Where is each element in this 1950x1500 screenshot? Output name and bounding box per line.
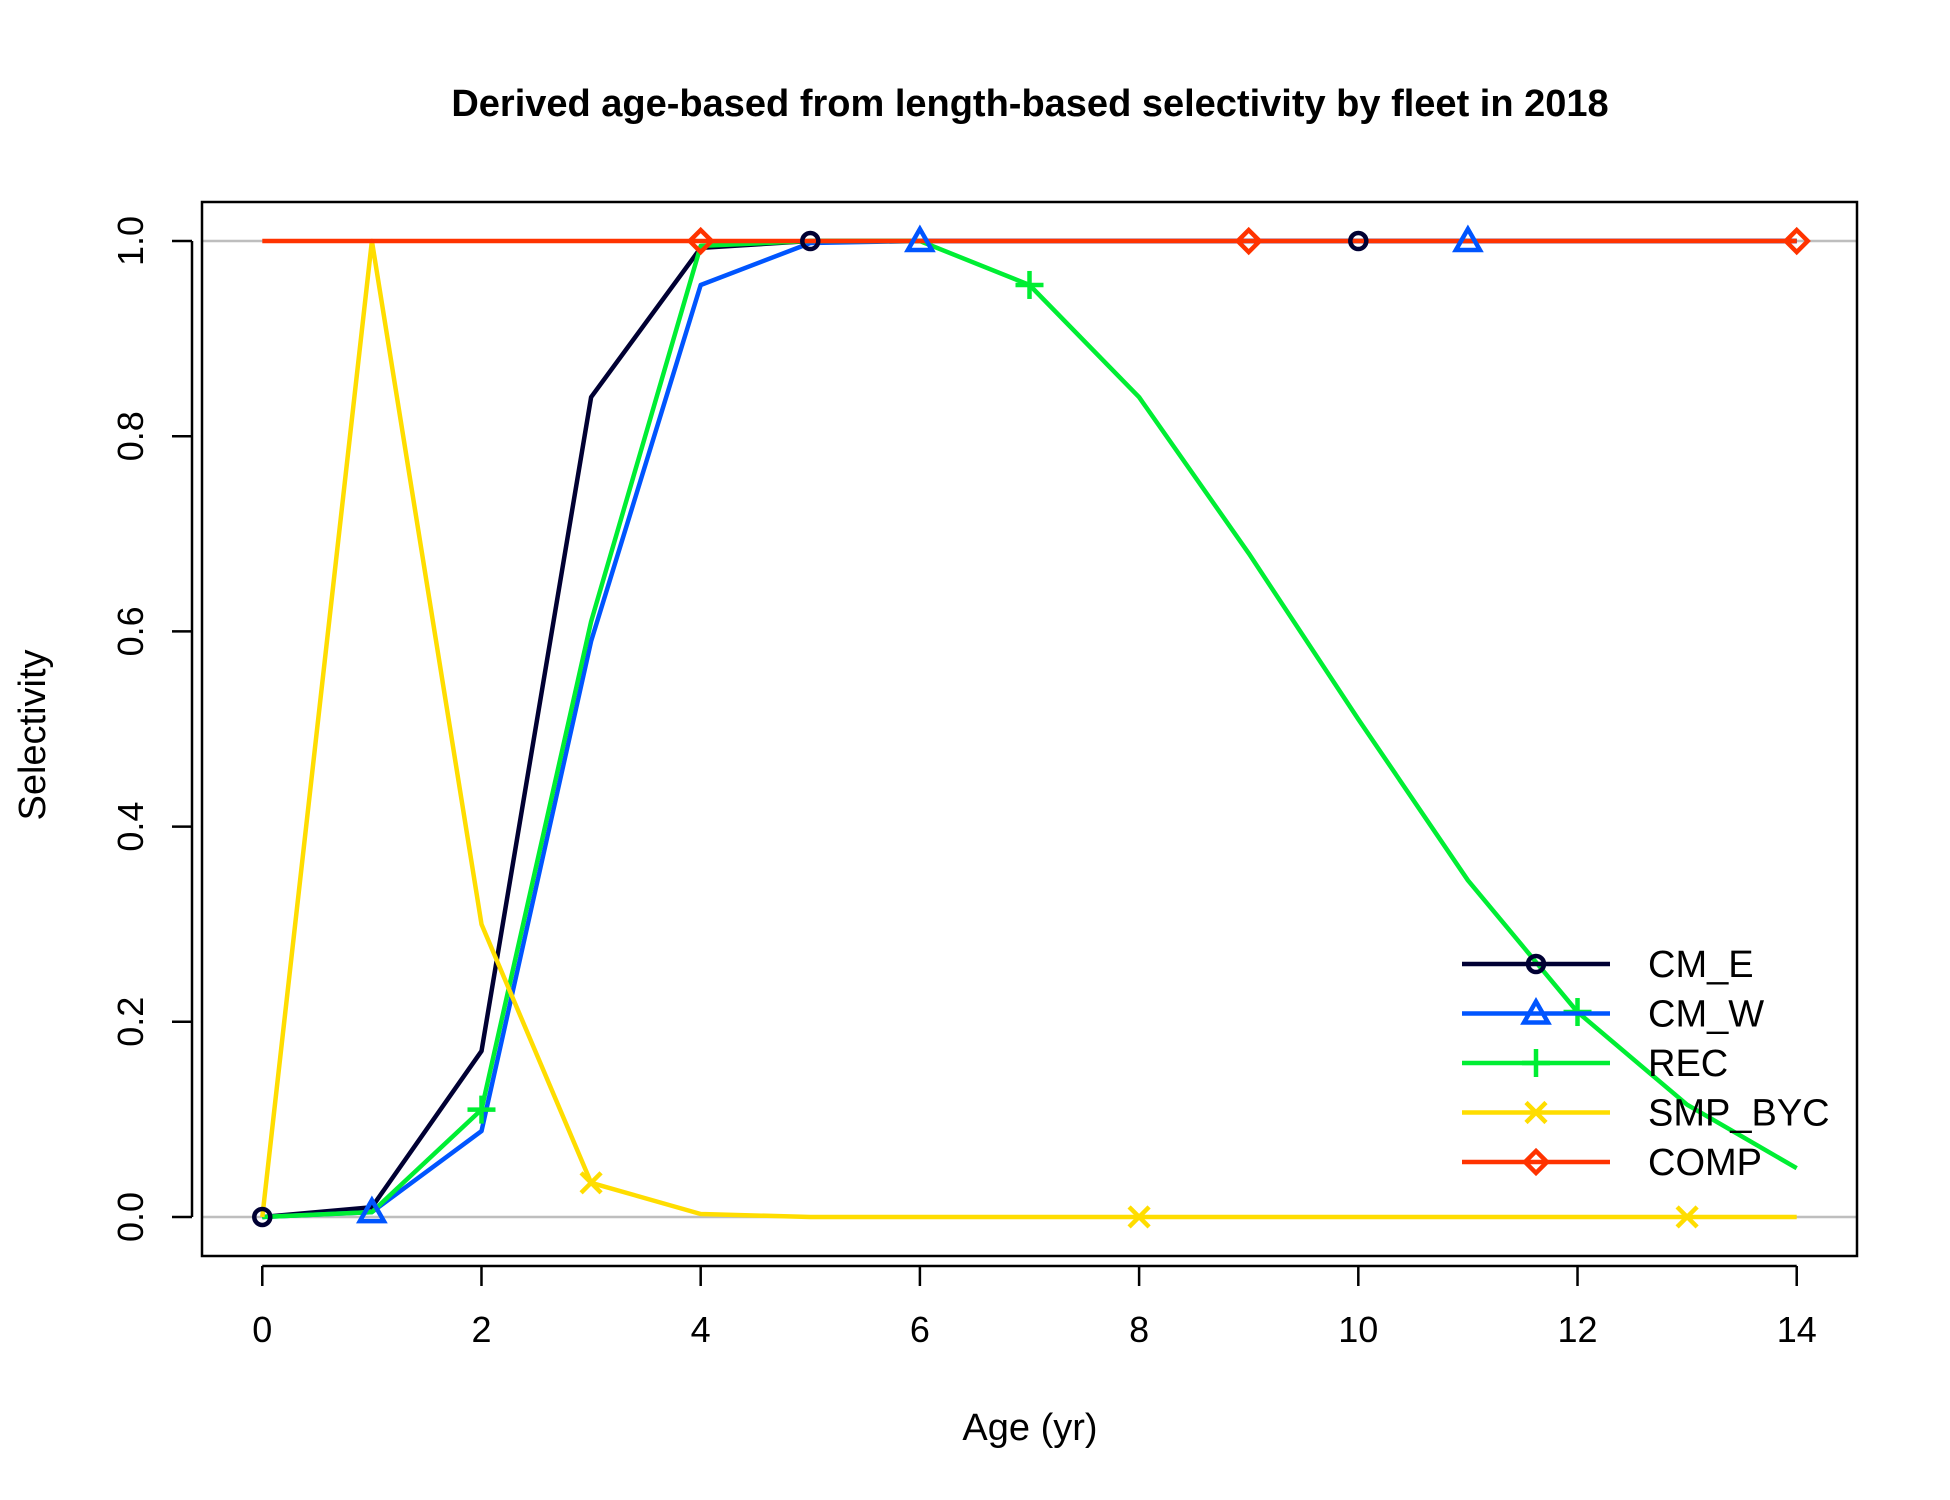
data-point-cm-w-1 <box>356 1195 388 1224</box>
data-point-rec-2 <box>467 1095 496 1124</box>
legend-label-rec: REC <box>1648 1043 1728 1085</box>
x-tick-label-6: 6 <box>910 1309 930 1350</box>
x-tick-label-0: 0 <box>252 1309 272 1350</box>
x-tick-label-2: 2 <box>471 1309 491 1350</box>
legend-label-comp: COMP <box>1648 1142 1762 1184</box>
plot-area-frame <box>200 200 1859 1258</box>
y-tick-label-1.0: 1.0 <box>110 216 151 266</box>
y-tick-label-0.0: 0.0 <box>110 1192 151 1242</box>
data-point-cm-e-0 <box>252 1206 273 1228</box>
x-tick-label-12: 12 <box>1557 1309 1597 1350</box>
legend-label-smp-byc: SMP_BYC <box>1648 1093 1830 1135</box>
data-point-comp-14 <box>1782 226 1811 256</box>
data-point-cm-e-10 <box>1348 230 1369 252</box>
legend: CM_E CM_W REC SMP_BYC COMP <box>1462 944 1830 1184</box>
data-point-cm-w-11 <box>1452 224 1484 253</box>
legend-label-cm-w: CM_W <box>1648 994 1764 1036</box>
data-point-smp-byc-8 <box>1127 1205 1151 1229</box>
legend-marker-smp-byc <box>1524 1100 1548 1125</box>
y-tick-label-0.2: 0.2 <box>110 997 151 1047</box>
series-line-rec <box>262 238 1798 1220</box>
legend-marker-comp <box>1521 1147 1551 1177</box>
y-tick-label-0.4: 0.4 <box>110 802 151 852</box>
legend-marker-rec <box>1522 1049 1550 1077</box>
data-point-cm-e-5 <box>800 230 821 252</box>
legend-item-cm-e: CM_E <box>1462 944 1754 986</box>
y-tick-label-0.8: 0.8 <box>110 411 151 461</box>
legend-marker-cm-w <box>1520 996 1552 1025</box>
x-tick-label-14: 14 <box>1777 1309 1817 1350</box>
chart-title: Derived age-based from length-based sele… <box>451 83 1608 125</box>
legend-item-comp: COMP <box>1462 1142 1762 1184</box>
data-point-comp-9 <box>1234 226 1263 256</box>
data-point-rec-7 <box>1015 270 1044 299</box>
series-line-smp-byc <box>260 238 1797 1220</box>
data-point-smp-byc-3 <box>579 1171 603 1195</box>
data-point-comp-4 <box>686 226 715 256</box>
y-axis-label: Selectivity <box>12 649 54 820</box>
y-tick-label-0.6: 0.6 <box>110 606 151 656</box>
legend-marker-cm-e <box>1525 953 1547 975</box>
legend-item-smp-byc: SMP_BYC <box>1462 1093 1830 1135</box>
legend-item-cm-w: CM_W <box>1462 994 1764 1036</box>
data-point-smp-byc-13 <box>1675 1205 1699 1229</box>
legend-item-rec: REC <box>1462 1043 1728 1085</box>
x-tick-label-10: 10 <box>1338 1309 1378 1350</box>
axes: 0 2 4 6 8 10 12 14 0.0 0.2 0.4 0.6 0.8 1.0 <box>110 216 1817 1350</box>
legend-label-cm-e: CM_E <box>1648 944 1754 986</box>
data-point-cm-w-6 <box>904 224 936 253</box>
x-tick-label-4: 4 <box>691 1309 711 1350</box>
series-lines <box>260 238 1798 1220</box>
x-axis-label: Age (yr) <box>962 1407 1097 1449</box>
x-tick-label-8: 8 <box>1129 1309 1149 1350</box>
